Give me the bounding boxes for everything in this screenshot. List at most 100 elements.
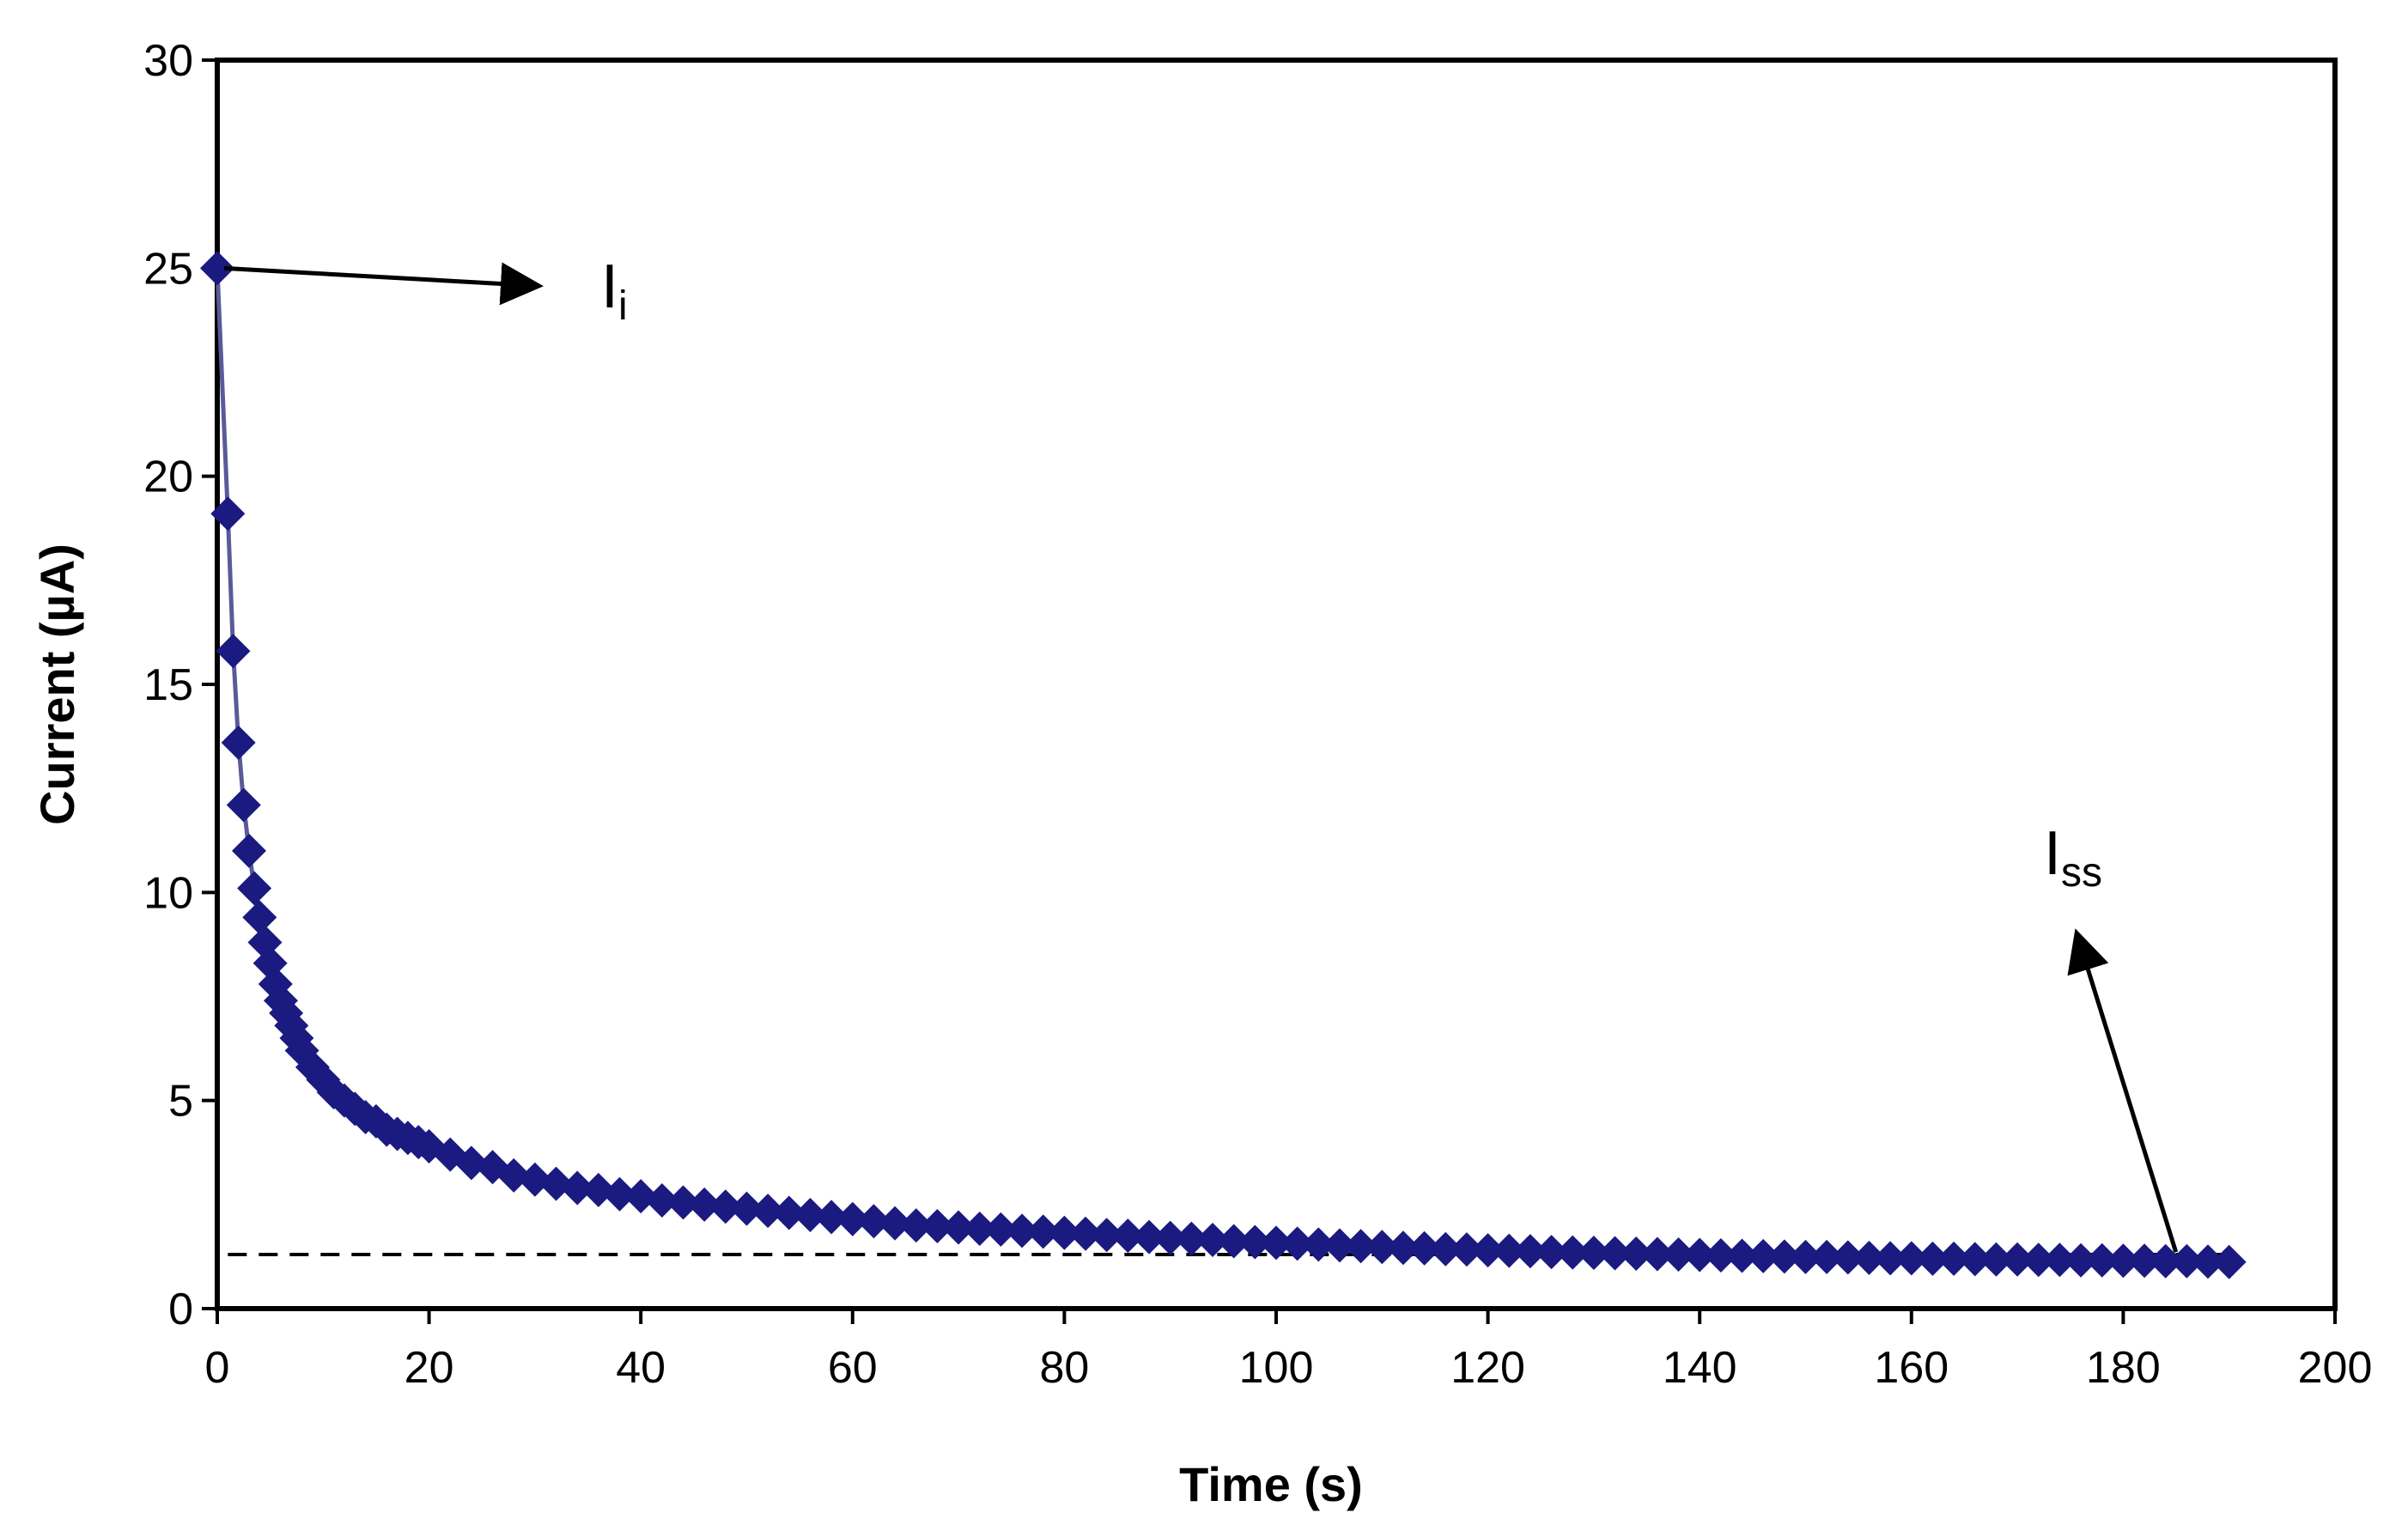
x-tick-label: 140 bbox=[1663, 1343, 1737, 1393]
data-point bbox=[835, 1201, 870, 1236]
x-tick-label: 160 bbox=[1874, 1343, 1949, 1393]
data-point bbox=[1407, 1230, 1442, 1266]
y-tick-label: 0 bbox=[168, 1285, 193, 1334]
data-point bbox=[1385, 1230, 1420, 1266]
data-point bbox=[1089, 1218, 1124, 1253]
data-point bbox=[1576, 1236, 1611, 1271]
data-point bbox=[1259, 1225, 1293, 1261]
y-axis-title: Current (µA) bbox=[30, 544, 84, 825]
data-point bbox=[1343, 1229, 1378, 1264]
y-tick-label: 15 bbox=[143, 660, 193, 710]
y-tick-label: 5 bbox=[168, 1077, 193, 1127]
data-point bbox=[729, 1191, 764, 1226]
data-point bbox=[1619, 1236, 1654, 1272]
data-point bbox=[2084, 1242, 2119, 1278]
data-point bbox=[1449, 1232, 1484, 1267]
data-point bbox=[2021, 1242, 2056, 1278]
data-points bbox=[200, 251, 2247, 1279]
data-point bbox=[2064, 1242, 2099, 1278]
data-point bbox=[1809, 1239, 1845, 1274]
data-point bbox=[560, 1170, 595, 1206]
data-point bbox=[1937, 1241, 1972, 1276]
data-point bbox=[242, 900, 277, 935]
data-point bbox=[1492, 1233, 1527, 1268]
data-point bbox=[1216, 1224, 1251, 1259]
data-point bbox=[920, 1209, 955, 1244]
data-point bbox=[1979, 1242, 2014, 1277]
data-point bbox=[962, 1211, 997, 1246]
data-point bbox=[771, 1195, 806, 1230]
data-point bbox=[1788, 1239, 1823, 1274]
data-point bbox=[1428, 1231, 1463, 1267]
steady-state-arrow bbox=[2067, 928, 2179, 1253]
data-point bbox=[2191, 1244, 2226, 1279]
x-axis-title: Time (s) bbox=[1179, 1457, 1363, 1511]
data-point bbox=[708, 1189, 743, 1224]
y-tick-label: 25 bbox=[143, 244, 193, 294]
data-point bbox=[221, 725, 256, 760]
data-point bbox=[2169, 1243, 2204, 1279]
steady-state-symbol: I bbox=[2044, 819, 2061, 888]
data-point bbox=[1322, 1228, 1357, 1263]
initial-current-subscript: i bbox=[618, 283, 628, 329]
x-tick-label: 200 bbox=[2298, 1343, 2373, 1393]
data-point bbox=[1682, 1237, 1718, 1273]
data-point bbox=[1301, 1227, 1336, 1262]
data-point bbox=[898, 1208, 933, 1243]
x-axis-ticks: 0 20 40 60 80 100 120 140 160 180 200 bbox=[205, 1309, 2373, 1393]
data-point bbox=[216, 634, 251, 669]
data-point bbox=[1766, 1239, 1802, 1274]
data-point bbox=[1597, 1236, 1633, 1271]
data-point bbox=[878, 1206, 913, 1241]
data-point bbox=[666, 1185, 701, 1220]
data-point bbox=[200, 251, 234, 286]
data-point bbox=[1830, 1240, 1865, 1275]
data-point bbox=[1025, 1214, 1061, 1249]
initial-current-symbol: I bbox=[601, 252, 618, 321]
data-point bbox=[1703, 1237, 1738, 1273]
data-point bbox=[1639, 1236, 1675, 1272]
steady-state-subscript: ss bbox=[2061, 850, 2102, 896]
data-point bbox=[1746, 1238, 1781, 1273]
x-tick-label: 20 bbox=[404, 1343, 454, 1393]
data-point bbox=[1894, 1241, 1929, 1276]
data-point bbox=[1132, 1219, 1167, 1255]
data-point bbox=[226, 787, 261, 823]
data-point bbox=[983, 1212, 1019, 1247]
x-tick-label: 0 bbox=[205, 1343, 230, 1393]
data-point bbox=[687, 1187, 722, 1222]
data-point bbox=[1512, 1234, 1548, 1269]
data-point bbox=[1005, 1213, 1040, 1249]
y-tick-label: 20 bbox=[143, 453, 193, 502]
data-point bbox=[1873, 1241, 1908, 1276]
data-point bbox=[2127, 1243, 2162, 1279]
data-point bbox=[1237, 1224, 1273, 1260]
initial-current-arrow bbox=[223, 262, 544, 306]
steady-state-label: Iss bbox=[2044, 819, 2102, 896]
data-point bbox=[237, 871, 272, 906]
data-point bbox=[2042, 1242, 2077, 1278]
data-point bbox=[1110, 1218, 1146, 1254]
data-point bbox=[1724, 1238, 1760, 1273]
x-tick-label: 60 bbox=[828, 1343, 878, 1393]
x-tick-label: 120 bbox=[1450, 1343, 1525, 1393]
data-point bbox=[793, 1197, 828, 1232]
data-point bbox=[210, 496, 246, 532]
data-point bbox=[602, 1176, 637, 1212]
data-point bbox=[1661, 1236, 1696, 1272]
data-point bbox=[644, 1182, 679, 1218]
data-point bbox=[1915, 1241, 1950, 1276]
data-point bbox=[941, 1210, 976, 1245]
data-point bbox=[814, 1200, 849, 1235]
y-tick-label: 30 bbox=[143, 36, 193, 86]
data-point bbox=[2211, 1244, 2247, 1279]
data-point bbox=[2106, 1243, 2141, 1279]
data-point bbox=[1957, 1242, 1992, 1277]
y-axis-ticks: 0 5 10 15 20 25 30 bbox=[143, 36, 217, 1334]
initial-current-label: Ii bbox=[601, 252, 628, 329]
data-point bbox=[1152, 1220, 1188, 1255]
x-tick-label: 40 bbox=[616, 1343, 666, 1393]
data-point bbox=[1470, 1233, 1505, 1268]
